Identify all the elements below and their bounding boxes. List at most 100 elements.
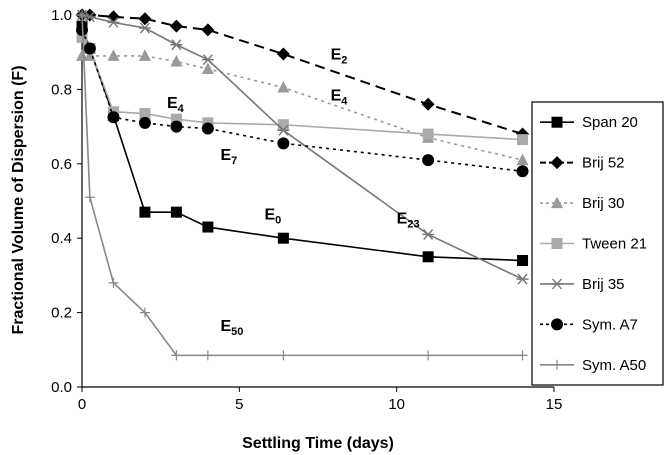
data-point — [171, 350, 182, 361]
legend: Span 20 Brij 52 Brij 30 Tween 21 Brij 35 Sym.… — [531, 101, 664, 386]
annotation-label: E4 — [331, 88, 349, 108]
data-point — [517, 134, 529, 146]
data-point — [170, 120, 183, 133]
annotation-main: E — [265, 207, 276, 224]
data-point — [201, 54, 214, 66]
y-tick-label: 0.0 — [51, 379, 72, 396]
data-point — [201, 23, 215, 37]
data-point — [201, 62, 214, 74]
annotation-subscript: 50 — [231, 326, 243, 338]
annotation-label: E23 — [397, 210, 420, 230]
y-tick-label: 0.8 — [51, 81, 72, 98]
legend-entry: Brij 35 — [540, 276, 625, 293]
x-tick-label: 5 — [235, 396, 243, 413]
annotation-main: E — [397, 210, 408, 227]
y-tick-label: 0.6 — [51, 156, 72, 173]
data-point — [139, 108, 151, 120]
annotation-label: E4 — [167, 95, 185, 115]
data-point — [170, 55, 183, 67]
annotation-label: E7 — [220, 147, 237, 167]
legend-entry: Brij 52 — [540, 155, 625, 172]
series-brij-30 — [76, 49, 529, 166]
data-point — [170, 206, 182, 218]
y-axis-title: Fractional Volume of Dispersion (F) — [10, 65, 27, 334]
data-point — [139, 307, 150, 318]
series-line — [82, 55, 523, 161]
y-tick-label: 1.0 — [51, 7, 72, 24]
annotation-subscript: 7 — [231, 155, 237, 167]
x-tick-label: 10 — [388, 396, 405, 413]
data-point — [76, 31, 88, 43]
series-line — [81, 14, 523, 357]
annotation-subscript: 23 — [407, 218, 419, 230]
legend-swatch-marker — [552, 359, 562, 370]
data-point — [169, 19, 183, 33]
data-point — [277, 232, 289, 244]
data-point — [277, 124, 290, 136]
data-point — [138, 116, 151, 129]
legend-label: Tween 21 — [582, 236, 647, 253]
data-point — [516, 165, 529, 178]
legend-swatch-marker — [551, 278, 563, 290]
series-line — [81, 14, 523, 280]
data-point — [202, 350, 213, 361]
data-point — [106, 10, 120, 24]
x-tick-label: 15 — [546, 396, 563, 413]
data-point — [517, 255, 529, 267]
data-point — [517, 350, 528, 361]
data-point — [138, 49, 151, 61]
data-point — [138, 22, 151, 34]
data-point — [84, 192, 95, 203]
data-point — [76, 49, 88, 61]
annotation-main: E — [331, 47, 342, 64]
data-point — [422, 251, 434, 263]
x-tick-label: 0 — [78, 396, 86, 413]
annotation-label: E2 — [331, 47, 348, 67]
data-point — [423, 350, 434, 361]
axes: 0 5 10 15 0.0 0.2 0.4 0.6 0.8 1.0 — [51, 7, 562, 413]
data-point — [422, 154, 435, 167]
series-sym-a7 — [76, 23, 529, 178]
legend-entry: Brij 30 — [540, 195, 625, 212]
legend-swatch-marker — [551, 196, 563, 209]
annotation-subscript: 4 — [341, 96, 348, 108]
legend-swatch-marker — [550, 156, 564, 170]
annotation-subscript: 0 — [275, 215, 281, 227]
y-tick-label: 0.2 — [51, 305, 72, 322]
annotation-main: E — [331, 88, 342, 105]
data-point — [77, 10, 87, 20]
y-tick-label: 0.4 — [51, 230, 72, 247]
legend-label: Brij 35 — [582, 276, 625, 293]
data-point — [170, 39, 183, 51]
data-point — [276, 47, 290, 61]
data-point — [108, 277, 119, 288]
legend-swatch-marker — [551, 318, 563, 331]
annotation-subscript: 4 — [178, 103, 185, 115]
legend-label: Sym. A7 — [582, 316, 638, 333]
legend-label: Span 20 — [582, 114, 638, 131]
legend-entry: Span 20 — [540, 114, 638, 131]
data-point — [202, 221, 214, 233]
legend-swatch-marker — [551, 116, 563, 128]
data-point — [277, 119, 289, 131]
data-point — [277, 137, 290, 150]
data-point — [516, 273, 529, 285]
x-axis-title: Settling Time (days) — [242, 435, 394, 452]
annotation-main: E — [167, 95, 178, 112]
data-point — [277, 81, 290, 93]
annotation-label: E50 — [220, 318, 243, 338]
legend-entry: Sym. A50 — [540, 357, 646, 374]
data-point — [201, 122, 214, 135]
series-sym-a50 — [77, 10, 528, 361]
series-layer — [75, 8, 530, 361]
series-line — [81, 29, 523, 173]
series-brij-35 — [76, 9, 529, 285]
data-point — [422, 128, 434, 140]
data-point — [107, 49, 120, 61]
annotation-main: E — [220, 147, 231, 164]
data-point — [138, 12, 152, 26]
legend-entry: Tween 21 — [540, 236, 647, 253]
data-point — [170, 113, 182, 125]
